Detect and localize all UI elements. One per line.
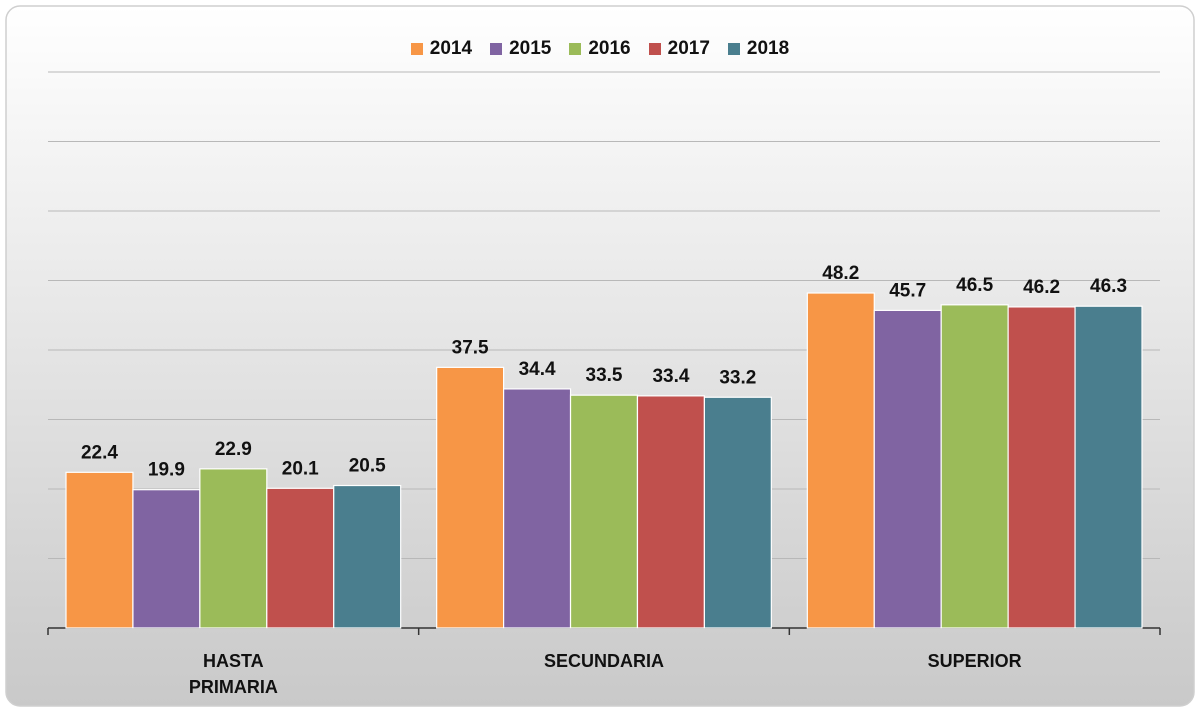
bar bbox=[636, 395, 706, 629]
bar bbox=[65, 471, 134, 629]
data-label: 20.1 bbox=[282, 458, 319, 479]
data-label: 45.7 bbox=[889, 280, 926, 301]
data-label: 46.5 bbox=[956, 275, 993, 296]
data-label: 33.4 bbox=[652, 366, 689, 387]
legend-swatch bbox=[727, 43, 740, 55]
legend-swatch bbox=[569, 43, 582, 55]
x-tick-label: SECUNDARIA bbox=[543, 651, 664, 671]
data-label: 33.2 bbox=[719, 367, 756, 388]
legend: 2014 2015 2016 2017 2018 bbox=[0, 38, 1200, 60]
bar bbox=[1074, 305, 1143, 629]
legend-label: 2015 bbox=[509, 38, 552, 59]
legend-item: 2015 bbox=[490, 38, 551, 60]
legend-item: 2014 bbox=[410, 38, 473, 60]
bar bbox=[1007, 306, 1076, 629]
legend-item: 2017 bbox=[648, 38, 710, 60]
data-label: 46.3 bbox=[1090, 276, 1127, 297]
legend-swatch bbox=[410, 43, 423, 55]
bar bbox=[806, 292, 875, 629]
legend-label: 2014 bbox=[429, 38, 473, 59]
data-label: 33.5 bbox=[586, 365, 623, 386]
data-label: 20.5 bbox=[349, 456, 386, 477]
legend-label: 2017 bbox=[667, 38, 710, 59]
legend-label: 2018 bbox=[746, 38, 790, 59]
legend-item: 2018 bbox=[727, 38, 790, 60]
bar bbox=[503, 388, 572, 629]
data-label: 19.9 bbox=[148, 460, 185, 481]
data-label: 22.9 bbox=[215, 439, 252, 460]
bar bbox=[703, 396, 772, 629]
x-tick-label: SUPERIOR bbox=[927, 651, 1022, 671]
data-label: 46.2 bbox=[1023, 277, 1060, 298]
legend-swatch bbox=[490, 43, 503, 55]
data-label: 48.2 bbox=[822, 263, 859, 284]
bar bbox=[940, 304, 1009, 629]
legend-item: 2016 bbox=[569, 38, 631, 60]
bar bbox=[873, 309, 942, 629]
data-label: 37.5 bbox=[452, 337, 489, 358]
x-tick-label: HASTA PRIMARIA bbox=[188, 651, 278, 697]
bar bbox=[132, 489, 201, 629]
bar bbox=[436, 366, 505, 629]
bar bbox=[333, 484, 402, 629]
bar bbox=[569, 394, 639, 629]
bar bbox=[199, 468, 268, 629]
legend-label: 2016 bbox=[588, 38, 631, 59]
data-label: 22.4 bbox=[81, 442, 118, 463]
bar bbox=[266, 487, 335, 629]
data-label: 34.4 bbox=[519, 359, 556, 380]
legend-swatch bbox=[648, 43, 661, 55]
